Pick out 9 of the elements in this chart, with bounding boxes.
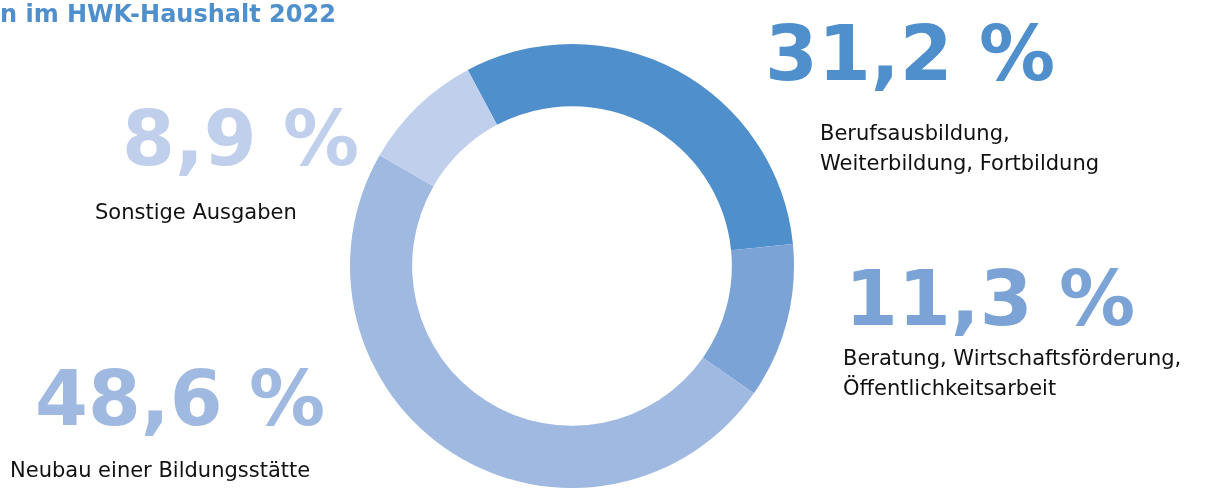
slice-label: Neubau einer Bildungsstätte — [10, 457, 312, 484]
data-label: 11,3 % — [845, 254, 1136, 343]
slice-label: Sonstige Ausgaben — [95, 199, 298, 226]
slice-label: Beratung, Wirtschaftsförderung, Öffentlichkeitsarbeit — [843, 345, 1183, 402]
slice-label: Berufsausbildung, Weiterbildung, Fortbildung — [820, 120, 1101, 177]
chart-title: n im HWK-Haushalt 2022 — [0, 0, 336, 28]
data-label: 48,6 % — [35, 354, 326, 443]
data-label: 31,2 % — [765, 9, 1056, 98]
data-label: 8,9 % — [122, 94, 360, 183]
